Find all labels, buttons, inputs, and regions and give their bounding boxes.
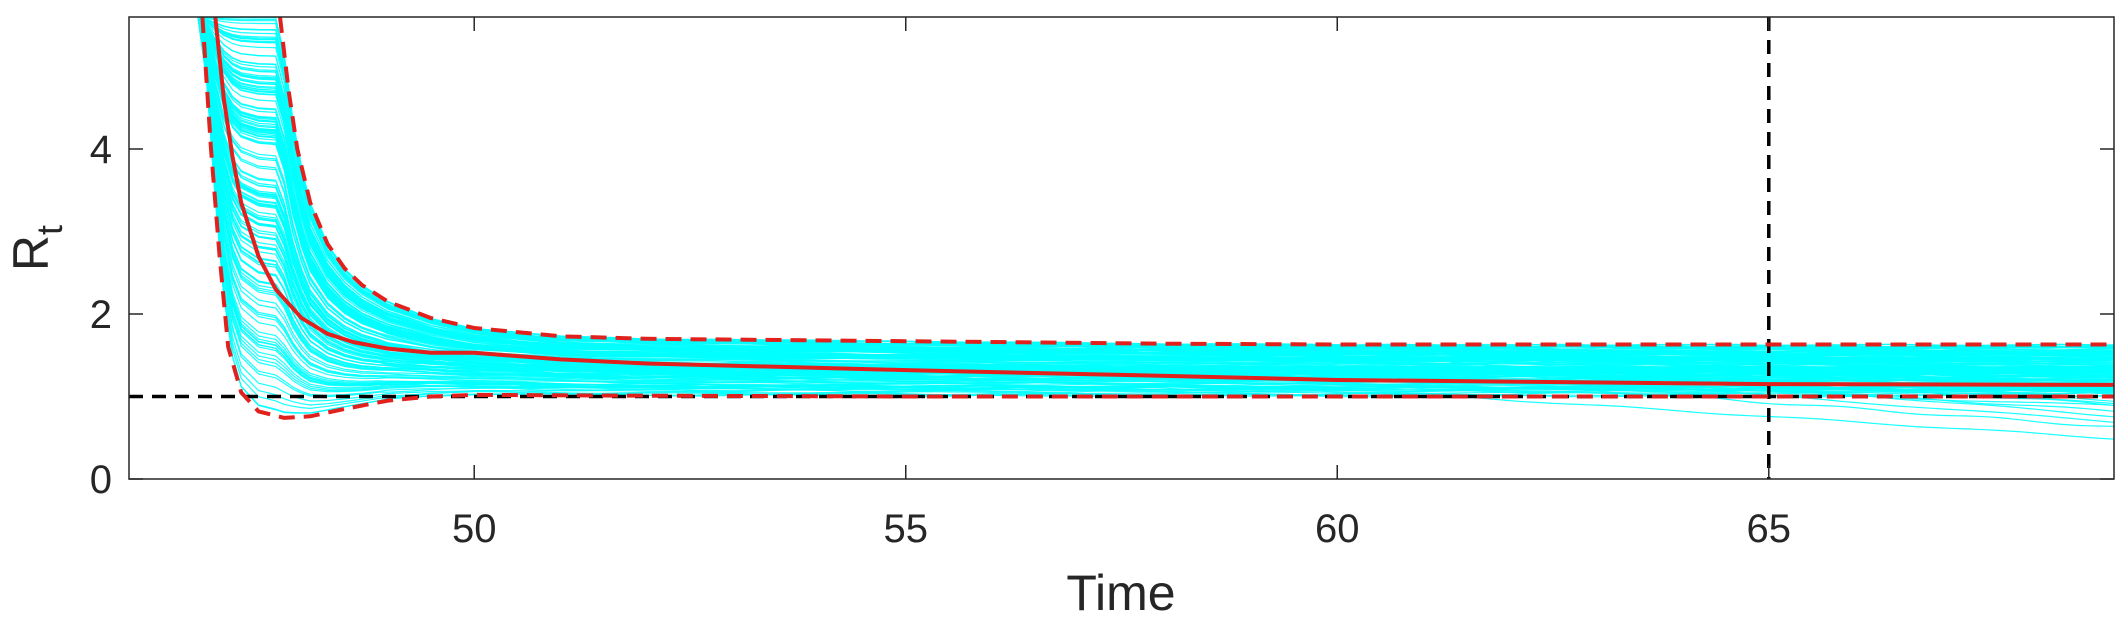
x-axis-label: Time [1066,565,1175,621]
ensemble-trajectory [197,17,2114,370]
x-tick-label: 50 [452,507,497,551]
ensemble-trajectory [197,17,2114,406]
series-lines [200,17,2114,420]
upper-bound-line [278,17,2114,347]
ensemble-trajectory [197,17,2114,361]
ensemble-trajectory [197,17,2114,391]
ensemble-trajectory [197,17,2114,384]
y-tick-label: 0 [90,458,112,502]
ensemble-trajectory [197,17,2114,388]
ensemble-trajectory [197,17,2114,357]
ensemble-trajectory [197,17,2114,356]
x-tick-label: 60 [1315,507,1360,551]
ensemble-trajectory [197,17,2114,359]
ensemble-trajectory [197,17,2114,375]
ensemble-trajectory [197,17,2114,395]
y-tick-label: 4 [90,128,112,172]
axis-ticks: 50 55 60 65 0 2 4 [90,17,2114,551]
x-tick-label: 55 [883,507,928,551]
lower-bound-line [200,17,2114,420]
ensemble-trajectory [197,17,2114,406]
y-axis-label-main: R [3,235,59,271]
y-axis-label: Rt [3,225,70,271]
mean-line [213,17,2114,387]
y-tick-label: 2 [90,293,112,337]
plot-frame [128,16,2115,480]
ensemble-trajectory [197,17,2114,374]
ensemble-trajectory [197,17,2114,381]
ensemble-trajectory [197,17,2114,350]
x-tick-label: 65 [1747,507,1792,551]
ensemble-trajectory [197,17,2114,397]
y-axis-label-sub: t [29,225,70,235]
ensemble-trajectory [197,17,2114,373]
plot-background [129,17,2114,479]
ensemble-trajectory [197,17,2114,353]
ensemble-trajectory [197,17,2114,363]
